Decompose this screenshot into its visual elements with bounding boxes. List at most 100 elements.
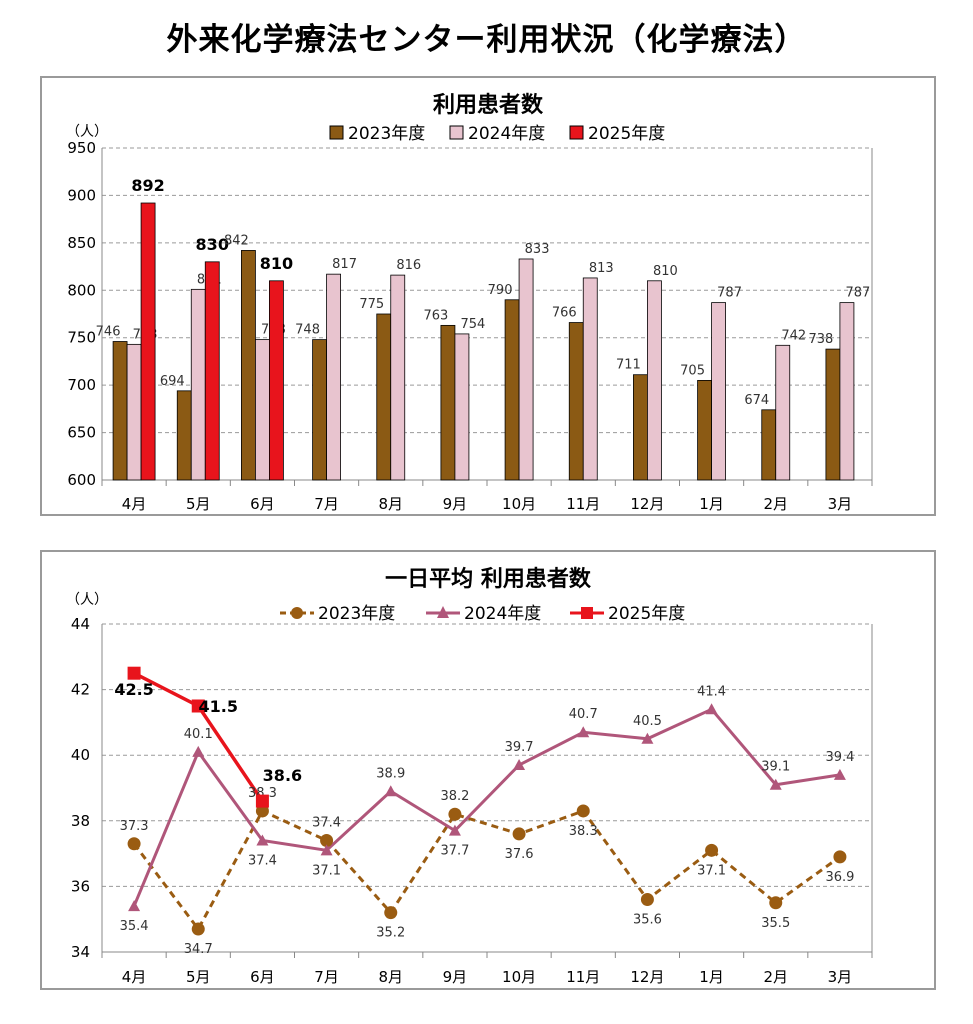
y-unit-label: （人） (66, 124, 108, 140)
y-tick-label: 800 (67, 281, 96, 299)
point-2024年度 (833, 768, 846, 780)
x-tick-label: 1月 (699, 495, 724, 513)
data-label: 775 (359, 297, 384, 312)
point-2023年度 (512, 827, 526, 841)
data-label: 674 (744, 393, 769, 408)
y-tick-label: 900 (67, 186, 96, 204)
data-label: 763 (424, 308, 449, 323)
legend-label: 2025年度 (608, 604, 685, 624)
x-tick-label: 6月 (250, 968, 275, 986)
x-tick-label: 12月 (630, 495, 664, 513)
data-label: 810 (260, 254, 293, 273)
data-label: 830 (196, 235, 229, 254)
x-tick-label: 3月 (828, 495, 853, 513)
data-label: 754 (461, 317, 486, 332)
bar-2024年度 (839, 302, 855, 481)
bar-2024年度 (255, 339, 270, 481)
x-tick-label: 10月 (502, 495, 536, 513)
legend-marker (437, 606, 449, 618)
data-label: 35.2 (376, 926, 405, 941)
bar-2024年度 (190, 288, 206, 481)
bar-2023年度 (376, 313, 392, 481)
data-label: 36.9 (825, 870, 854, 885)
bar-chart-patients: 利用患者数 （人） 2023年度 2024年度 2025年度 600 650 700 750 80… (66, 92, 873, 513)
point-2023年度 (191, 922, 205, 936)
x-tick-label: 9月 (443, 968, 468, 986)
y-tick-label: 40 (71, 746, 90, 764)
data-label: 39.1 (761, 760, 790, 775)
data-label: 746 (96, 325, 121, 340)
y-tick-label: 42 (71, 681, 90, 699)
data-label: 711 (616, 358, 641, 373)
bar-2025年度 (204, 261, 220, 481)
legend-label: 2024年度 (464, 604, 541, 624)
y-tick-label: 44 (71, 615, 90, 633)
chart-panel-patients: 利用患者数 （人） 2023年度 2024年度 2025年度 600 650 700 750 80… (40, 76, 936, 516)
data-label: 40.1 (184, 727, 213, 742)
legend-swatch (329, 125, 344, 140)
bar-2024年度 (454, 333, 470, 481)
legend-marker (291, 607, 303, 619)
series-line-2023年度 (132, 809, 841, 932)
legend-swatch (449, 125, 464, 140)
y-tick-label: 750 (67, 329, 96, 347)
y-unit-label: （人） (66, 592, 108, 608)
point-2024年度 (384, 785, 397, 797)
chart-title: 利用患者数 (433, 92, 544, 118)
data-label: 810 (653, 264, 678, 279)
x-tick-label: 6月 (250, 495, 275, 513)
data-label: 748 (295, 323, 320, 338)
data-label: 35.6 (633, 913, 662, 928)
legend-label: 2023年度 (318, 604, 395, 624)
data-label: 842 (224, 233, 249, 248)
x-tick-label: 12月 (630, 968, 664, 986)
y-tick-label: 700 (67, 376, 96, 394)
x-tick-label: 5月 (186, 495, 211, 513)
bar-2023年度 (440, 324, 456, 481)
data-label: 38.9 (376, 766, 405, 781)
data-label: 817 (332, 257, 357, 272)
y-tick-label: 34 (71, 943, 90, 961)
point-2023年度 (769, 896, 783, 910)
bar-2023年度 (761, 409, 777, 481)
point-2024年度 (192, 745, 205, 757)
x-tick-label: 5月 (186, 968, 211, 986)
data-label: 787 (846, 286, 871, 301)
x-tick-label: 4月 (122, 495, 147, 513)
bar-2023年度 (697, 379, 712, 481)
data-label: 37.3 (120, 819, 149, 834)
data-label: 37.1 (697, 863, 726, 878)
y-tick-label: 38 (71, 812, 90, 830)
chart-title: 一日平均 利用患者数 (385, 566, 592, 592)
bar-2024年度 (518, 258, 534, 481)
data-label: 813 (589, 261, 614, 276)
x-tick-label: 9月 (443, 495, 468, 513)
data-label: 37.4 (248, 853, 277, 868)
data-label: 41.4 (697, 684, 726, 699)
point-2024年度 (320, 844, 333, 856)
bar-2023年度 (633, 374, 648, 481)
point-2023年度 (384, 906, 398, 920)
data-label: 38.3 (569, 824, 598, 839)
bar-2023年度 (176, 390, 192, 481)
legend-swatch (569, 125, 584, 140)
y-tick-label: 850 (67, 234, 96, 252)
point-2023年度 (320, 833, 334, 847)
data-label: 39.4 (825, 750, 854, 765)
bar-2023年度 (312, 339, 327, 481)
data-label: 37.4 (312, 815, 341, 830)
y-tick-label: 650 (67, 424, 96, 442)
page-title: 外来化学療法センター利用状況（化学療法） (166, 22, 807, 58)
bar-2023年度 (112, 341, 128, 481)
bar-2025年度 (140, 202, 156, 481)
y-tick-label: 600 (67, 471, 96, 489)
point-2023年度 (576, 804, 590, 818)
bar-2023年度 (825, 348, 841, 481)
bar-2024年度 (582, 277, 598, 481)
x-tick-label: 11月 (566, 968, 600, 986)
data-label: 39.7 (505, 740, 534, 755)
point-2024年度 (641, 732, 654, 744)
point-2024年度 (769, 778, 782, 790)
point-2024年度 (256, 834, 269, 846)
point-2023年度 (127, 837, 141, 851)
